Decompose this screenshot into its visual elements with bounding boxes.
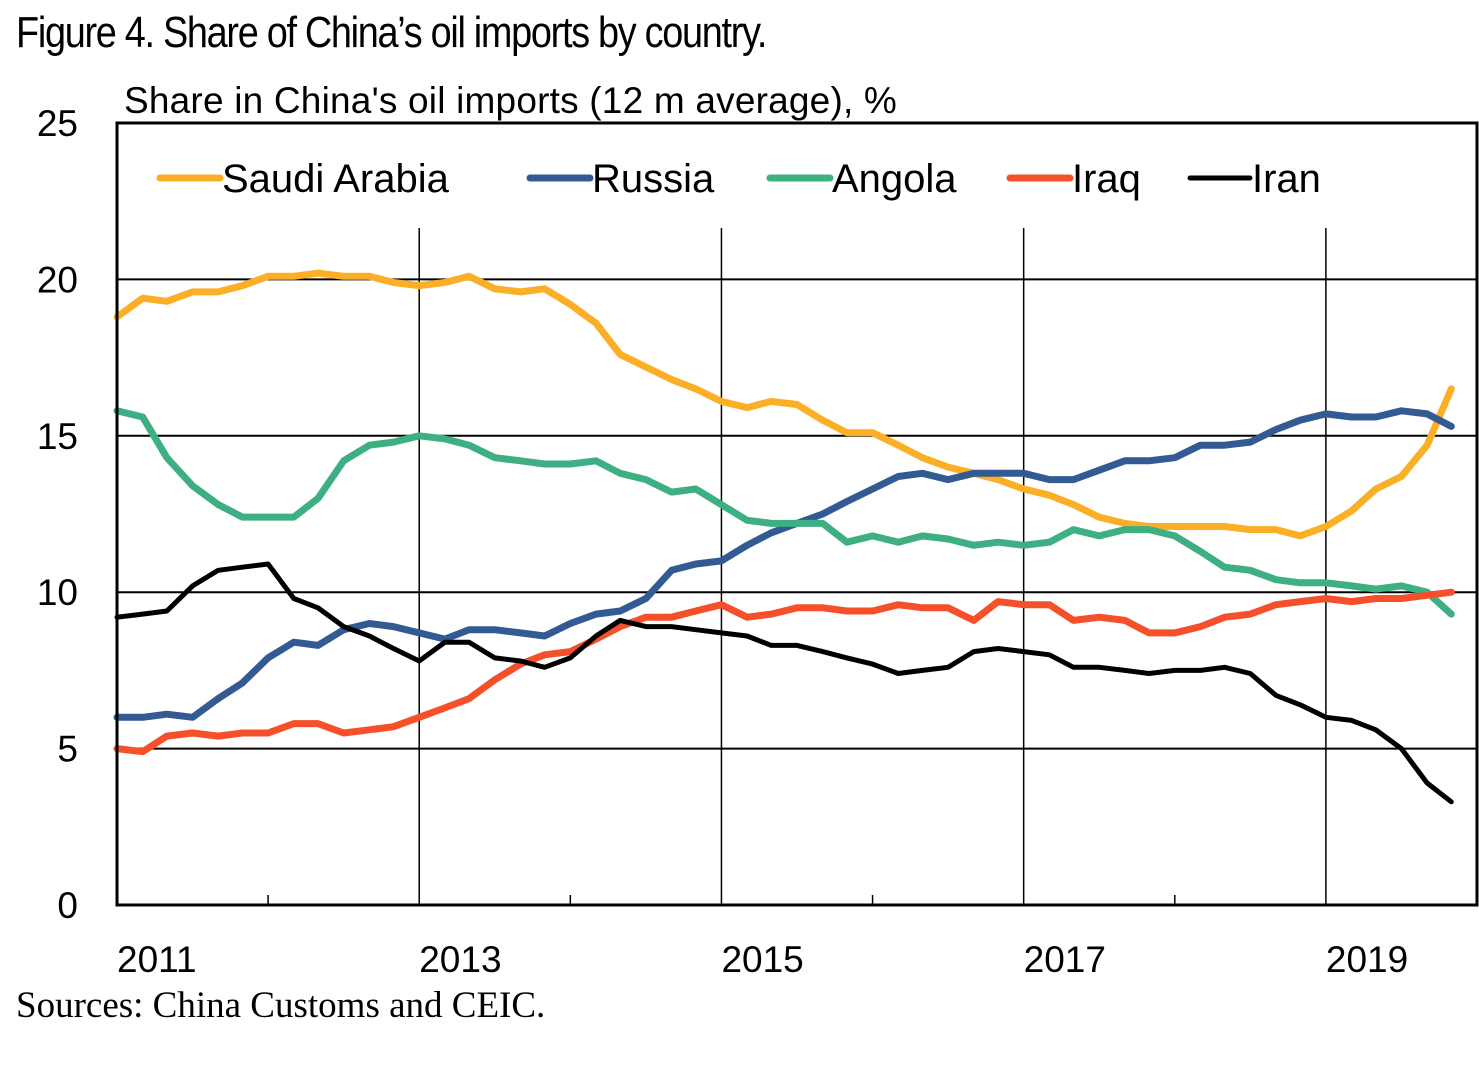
y-tick-label: 25 xyxy=(37,103,78,144)
figure-title: Figure 4. Share of China’s oil imports b… xyxy=(16,8,767,57)
y-tick-label: 0 xyxy=(57,885,78,926)
series-line-iraq xyxy=(113,588,1455,756)
x-tick-label: 2017 xyxy=(1024,939,1106,980)
legend: Saudi Arabia Russia Angola Iraq Iran xyxy=(156,157,1321,201)
legend-item-iraq: Iraq xyxy=(1006,157,1141,201)
y-tick-label: 10 xyxy=(37,572,78,613)
legend-item-saudi-arabia: Saudi Arabia xyxy=(156,157,450,201)
gridlines xyxy=(117,228,1477,905)
plot-frame xyxy=(115,121,1479,907)
legend-label: Russia xyxy=(592,157,715,201)
series-line-iran xyxy=(114,561,1454,805)
legend-label: Angola xyxy=(832,157,957,201)
y-tick-label: 20 xyxy=(37,259,78,300)
y-axis-ticks: 0 5 10 15 20 25 xyxy=(37,103,78,926)
series-line-saudi-arabia xyxy=(113,269,1455,540)
x-axis-ticks: 2011 2013 2015 2017 2019 xyxy=(117,939,1408,980)
legend-item-iran: Iran xyxy=(1187,157,1321,201)
legend-item-russia: Russia xyxy=(526,157,715,201)
chart-title: Share in China's oil imports (12 m avera… xyxy=(124,80,898,121)
x-tick-label: 2013 xyxy=(419,939,501,980)
y-tick-label: 5 xyxy=(57,729,78,770)
legend-label: Saudi Arabia xyxy=(222,157,450,201)
x-tick-label: 2011 xyxy=(117,939,197,980)
x-tick-label: 2019 xyxy=(1326,939,1408,980)
series-lines xyxy=(113,269,1455,805)
legend-item-angola: Angola xyxy=(766,157,957,201)
x-tick-label: 2015 xyxy=(721,939,803,980)
legend-label: Iraq xyxy=(1072,157,1141,201)
legend-label: Iran xyxy=(1252,157,1321,201)
series-line-russia xyxy=(113,407,1455,721)
series-line-angola xyxy=(113,407,1455,618)
y-tick-label: 15 xyxy=(37,416,78,457)
source-note: Sources: China Customs and CEIC. xyxy=(16,985,546,1026)
